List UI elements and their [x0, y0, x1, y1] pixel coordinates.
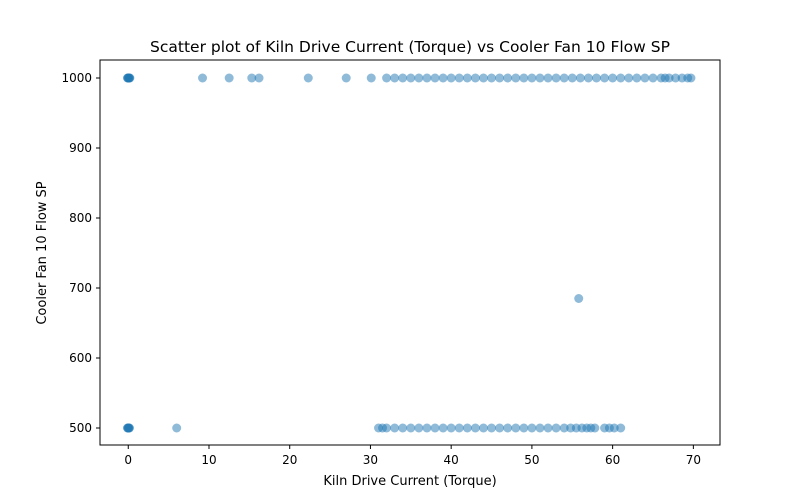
data-point	[430, 73, 440, 83]
y-tick-label: 700	[69, 281, 92, 295]
data-point	[616, 423, 626, 433]
x-tick-label: 70	[686, 453, 701, 467]
x-tick-label: 40	[444, 453, 459, 467]
data-point	[551, 423, 561, 433]
data-point	[462, 423, 472, 433]
data-point	[527, 423, 537, 433]
x-axis: 0 10 20 30 40 50 60 70	[124, 445, 701, 467]
chart-title: Scatter plot of Kiln Drive Current (Torq…	[150, 38, 670, 56]
data-point	[382, 423, 392, 433]
data-point	[303, 73, 313, 83]
data-point	[590, 423, 600, 433]
data-point	[454, 423, 464, 433]
data-point	[366, 73, 376, 83]
data-point	[535, 423, 545, 433]
data-point	[527, 73, 537, 83]
x-axis-label: Kiln Drive Current (Torque)	[323, 474, 496, 489]
data-point	[398, 423, 408, 433]
data-point	[600, 73, 610, 83]
x-tick-label: 30	[363, 453, 378, 467]
data-point	[574, 294, 584, 303]
data-point	[438, 73, 448, 83]
data-point	[543, 423, 553, 433]
data-point	[543, 73, 553, 83]
data-point	[511, 423, 521, 433]
x-tick-label: 20	[282, 453, 297, 467]
data-point	[398, 73, 408, 83]
data-point	[583, 73, 593, 83]
data-point	[478, 73, 488, 83]
data-point	[247, 73, 257, 83]
y-tick-label: 800	[69, 211, 92, 225]
data-point	[390, 423, 400, 433]
data-point	[519, 423, 529, 433]
data-point	[608, 73, 618, 83]
data-point	[462, 73, 472, 83]
points-layer	[122, 73, 696, 433]
data-point	[664, 73, 674, 83]
data-point	[172, 423, 182, 433]
data-point	[495, 423, 505, 433]
data-point	[198, 73, 208, 83]
data-point	[535, 73, 545, 83]
data-point	[519, 73, 529, 83]
data-point	[575, 73, 585, 83]
data-point	[470, 73, 480, 83]
data-point	[454, 73, 464, 83]
data-point	[567, 73, 577, 83]
data-point	[422, 73, 432, 83]
data-point	[511, 73, 521, 83]
data-point	[559, 73, 569, 83]
x-tick-label: 50	[524, 453, 539, 467]
data-point	[124, 423, 134, 433]
data-point	[382, 73, 392, 83]
data-point	[640, 73, 650, 83]
data-point	[616, 73, 626, 83]
data-point	[632, 73, 642, 83]
data-point	[438, 423, 448, 433]
data-point	[495, 73, 505, 83]
data-point	[430, 423, 440, 433]
plot-frame	[99, 59, 721, 446]
data-point	[406, 73, 416, 83]
data-point	[446, 423, 456, 433]
data-point	[446, 73, 456, 83]
data-point	[422, 423, 432, 433]
data-point	[125, 73, 135, 83]
data-point	[390, 73, 400, 83]
data-point	[624, 73, 634, 83]
data-point	[341, 73, 351, 83]
data-point	[470, 423, 480, 433]
data-point	[254, 73, 264, 83]
data-point	[609, 423, 619, 433]
data-point	[406, 423, 416, 433]
data-point	[648, 73, 658, 83]
data-point	[224, 73, 234, 83]
data-point	[503, 423, 513, 433]
data-point	[503, 73, 513, 83]
data-point	[478, 423, 488, 433]
y-tick-label: 500	[69, 421, 92, 435]
x-tick-label: 10	[201, 453, 216, 467]
data-point	[591, 73, 601, 83]
data-point	[414, 73, 424, 83]
x-tick-label: 0	[124, 453, 132, 467]
data-point	[487, 423, 497, 433]
data-point	[487, 73, 497, 83]
y-tick-label: 900	[69, 141, 92, 155]
y-tick-label: 1000	[61, 71, 92, 85]
data-point	[671, 73, 681, 83]
data-point	[414, 423, 424, 433]
y-tick-label: 600	[69, 351, 92, 365]
x-tick-label: 60	[605, 453, 620, 467]
y-axis: 500 600 700 800 900 1000	[61, 71, 100, 435]
data-point	[559, 423, 569, 433]
data-point	[551, 73, 561, 83]
data-point	[686, 73, 696, 83]
y-axis-label: Cooler Fan 10 Flow SP	[35, 181, 50, 324]
